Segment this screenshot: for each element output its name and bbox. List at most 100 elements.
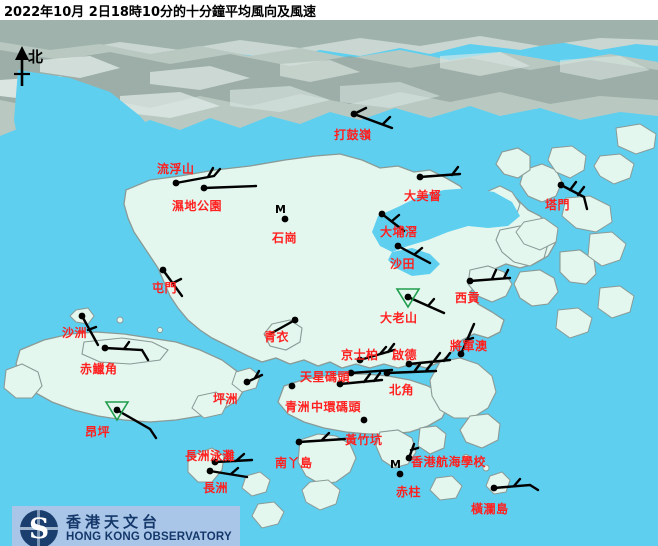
wind-barb <box>380 212 406 233</box>
title-bar: 2022年10月 2日18時10分的十分鐘平均風向及風速 <box>0 0 658 20</box>
station-label[interactable]: 將軍澳 <box>450 339 488 353</box>
station-label[interactable]: 北角 <box>389 383 415 397</box>
station-marker-dot[interactable] <box>159 266 167 274</box>
hko-name-chinese: 香港天文台 <box>66 513 162 531</box>
station-label[interactable]: 石崗 <box>272 231 298 245</box>
station-label[interactable]: 赤柱 <box>396 485 422 499</box>
station-label[interactable]: 流浮山 <box>157 162 195 176</box>
wind-barb <box>174 166 222 185</box>
wind-barb <box>492 477 540 492</box>
north-arrow: 北 <box>6 44 66 90</box>
wind-barb <box>103 340 150 362</box>
station-marker-dot[interactable] <box>206 467 214 475</box>
station-label[interactable]: 橫瀾島 <box>471 502 509 516</box>
station-label[interactable]: 京士柏 <box>341 348 379 362</box>
wind-barbs-layer <box>78 106 589 492</box>
station-label[interactable]: 大埔滘 <box>380 225 418 239</box>
station-label[interactable]: 大老山 <box>380 311 418 325</box>
station-marker-dot[interactable] <box>101 344 109 352</box>
station-marker-dot[interactable] <box>211 458 219 466</box>
hko-logo: S 香港天文台 HONG KONG OBSERVATORY <box>12 506 240 546</box>
station-label[interactable]: 黃竹坑 <box>345 433 383 447</box>
wind-barb <box>338 371 384 386</box>
map-geography <box>0 20 658 546</box>
page-title: 2022年10月 2日18時10分的十分鐘平均風向及風速 <box>4 5 317 20</box>
station-label[interactable]: 屯門 <box>152 281 178 295</box>
station-label[interactable]: 香港航海學校 <box>411 455 487 469</box>
station-label[interactable]: 啟德 <box>392 348 418 362</box>
station-marker-dot[interactable] <box>416 173 424 181</box>
hong-kong-wind-map[interactable]: 北 打鼓嶺流浮山濕地公園 M 石崗 大美督塔門大埔滘沙田屯門西貢大老山青衣將軍澳 沙洲赤… <box>0 20 658 546</box>
station-marker-dot[interactable] <box>113 406 121 414</box>
station-marker-dot[interactable] <box>200 184 208 192</box>
station-marker-dot[interactable] <box>394 242 402 250</box>
wind-barb <box>418 165 462 179</box>
station-marker-dot[interactable] <box>347 369 355 377</box>
station-marker-dot[interactable] <box>356 356 364 364</box>
station-marker-dot[interactable] <box>350 110 358 118</box>
station-marker-dot[interactable] <box>360 416 368 424</box>
station-mast-marker: M <box>390 458 401 471</box>
station-label[interactable]: 坪洲 <box>213 392 239 406</box>
wind-barb <box>407 351 452 366</box>
station-label[interactable]: 西貢 <box>455 291 481 305</box>
wind-barb <box>358 342 396 362</box>
wind-barb <box>80 314 100 347</box>
station-label[interactable]: 南丫島 <box>275 456 313 470</box>
station-label[interactable]: 天星碼頭 <box>300 370 351 384</box>
station-marker-dot[interactable] <box>78 312 86 320</box>
station-marker-dot[interactable] <box>281 215 289 223</box>
station-label[interactable]: 中環碼頭 <box>311 400 362 414</box>
station-label[interactable]: 赤鱲角 <box>80 362 118 376</box>
station-marker-dot[interactable] <box>405 454 413 462</box>
wind-barb <box>202 184 258 190</box>
station-marker-dot[interactable] <box>404 293 412 301</box>
wind-barb <box>161 268 184 298</box>
hko-emblem-letter: S <box>29 512 50 545</box>
north-arrow-icon <box>14 46 30 86</box>
station-label[interactable]: 昂坪 <box>85 425 111 439</box>
station-label[interactable]: 青洲 <box>285 400 311 414</box>
station-marker-dot[interactable] <box>172 179 180 187</box>
hko-emblem-icon: S <box>20 510 58 546</box>
station-marker-dot[interactable] <box>466 277 474 285</box>
wind-barb <box>468 268 512 283</box>
station-marker-dot[interactable] <box>405 360 413 368</box>
station-label[interactable]: 打鼓嶺 <box>334 128 372 142</box>
station-marker-triangle <box>395 288 421 309</box>
station-marker-dot[interactable] <box>291 316 299 324</box>
wind-barb <box>268 318 297 336</box>
wind-barb <box>297 431 347 444</box>
wind-barb <box>459 322 476 356</box>
station-label[interactable]: 濕地公園 <box>172 199 223 213</box>
wind-barb <box>559 180 589 211</box>
station-marker-dot[interactable] <box>557 181 565 189</box>
wind-barb <box>213 452 254 464</box>
station-marker-triangle <box>104 401 130 422</box>
station-label[interactable]: 長洲 <box>203 481 229 495</box>
wind-barb <box>208 466 249 479</box>
station-marker-dot[interactable] <box>288 382 296 390</box>
wind-barb <box>406 295 446 315</box>
wind-barb <box>385 361 438 375</box>
station-marker-dot[interactable] <box>243 378 251 386</box>
station-marker-dot[interactable] <box>396 470 404 478</box>
station-label[interactable]: 塔門 <box>545 198 571 212</box>
station-label[interactable]: 沙田 <box>390 257 416 271</box>
station-label[interactable]: 青衣 <box>264 330 290 344</box>
station-marker-dot[interactable] <box>383 369 391 377</box>
wind-barb <box>352 106 394 130</box>
station-mast-marker: M <box>275 203 286 216</box>
wind-barb <box>115 408 158 440</box>
north-label: 北 <box>28 48 44 66</box>
station-label[interactable]: 長洲泳灘 <box>185 449 236 463</box>
hko-name-english: HONG KONG OBSERVATORY <box>66 531 232 543</box>
station-label[interactable]: 大美督 <box>404 189 442 203</box>
station-label[interactable]: 沙洲 <box>62 326 88 340</box>
station-marker-dot[interactable] <box>378 210 386 218</box>
station-marker-dot[interactable] <box>336 380 344 388</box>
wind-barb <box>396 244 432 265</box>
station-marker-dot[interactable] <box>457 350 465 358</box>
station-marker-dot[interactable] <box>490 484 498 492</box>
